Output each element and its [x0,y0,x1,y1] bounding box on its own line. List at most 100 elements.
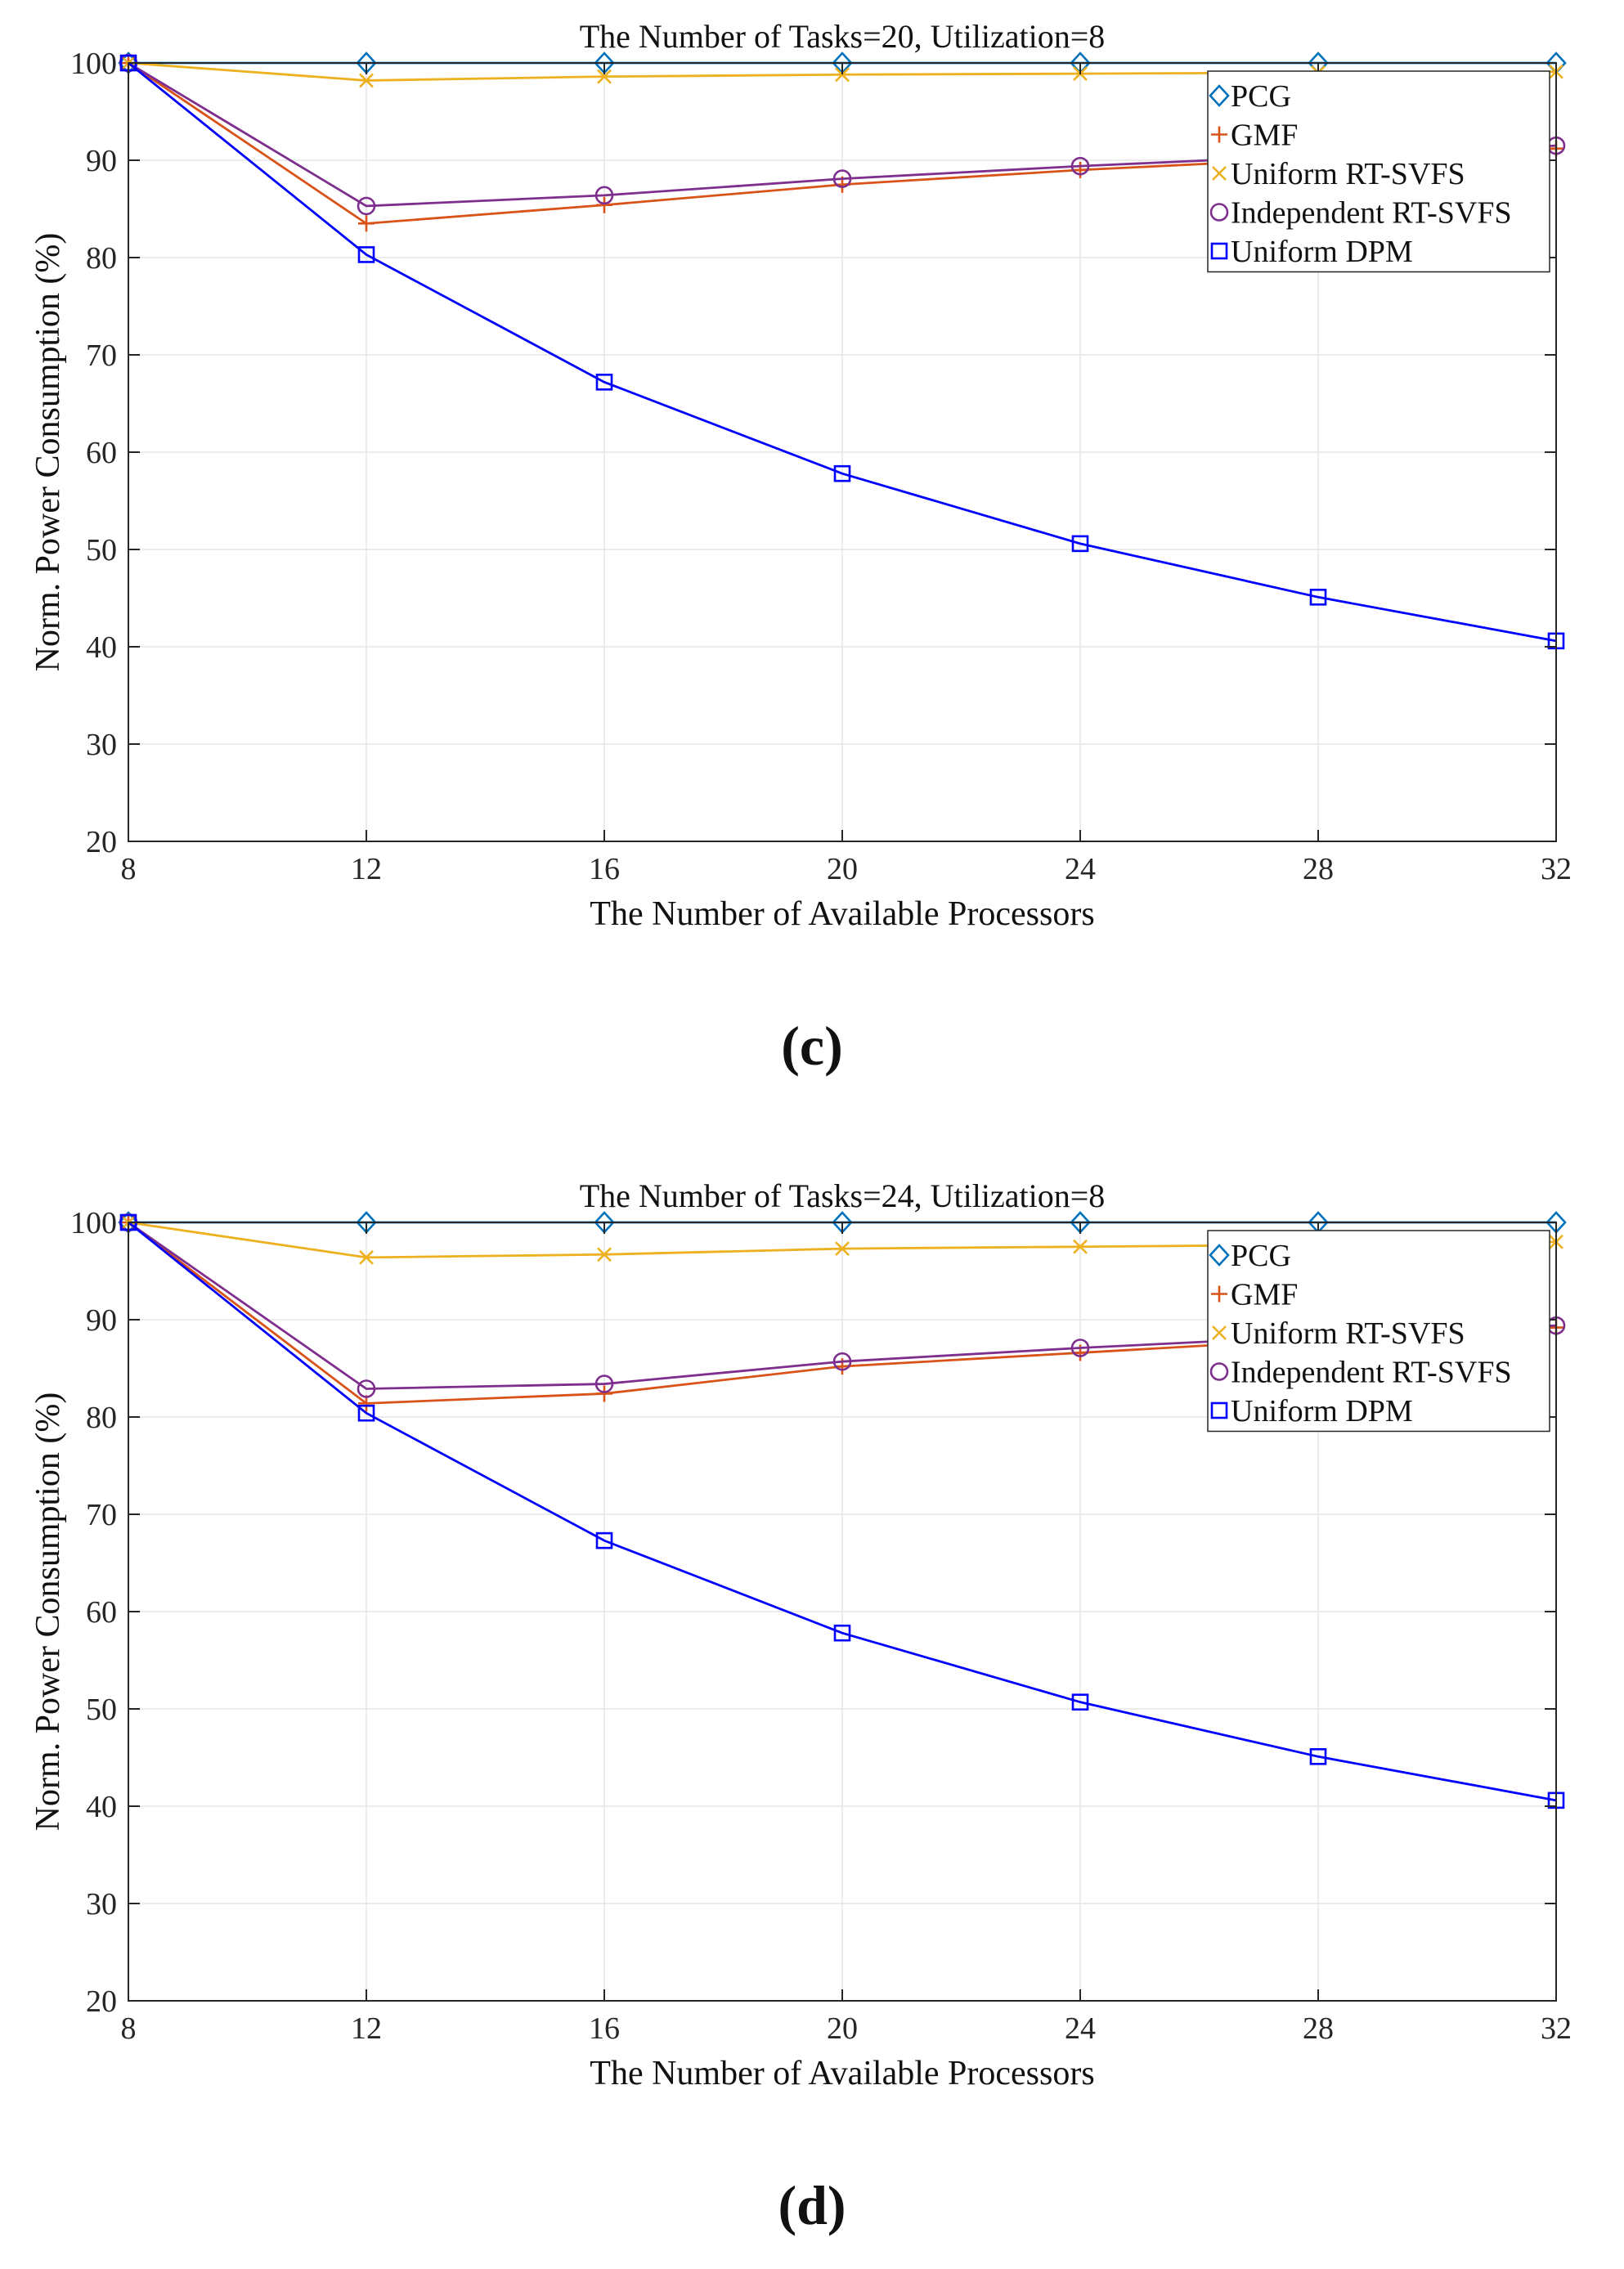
x-axis-label: The Number of Available Processors [590,2055,1094,2092]
data-point-gmf [1072,161,1088,178]
y-axis-label: Norm. Power Consumption (%) [29,1392,67,1832]
data-point-independent-rt-svfs [357,1379,376,1398]
chart-panel-c: 8 12 16 20 24 28 32 20 30 40 50 60 70 80 90 100 The Numb… [29,18,1572,1077]
legend-label-gmf: GMF [1231,119,1298,153]
legend-label-pcg: PCG [1231,1239,1291,1273]
y-tick-label: 100 [70,47,117,81]
legend-marker-gmf [1211,1285,1227,1303]
line-chart-d: 8 12 16 20 24 28 32 20 30 40 50 60 70 80 90 100 The Numb… [29,1177,1572,2092]
y-tick-label: 60 [86,1595,117,1630]
legend-marker-pcg [1209,84,1230,107]
x-tick-label: 8 [121,2011,137,2046]
legend-marker-gmf [1211,126,1227,143]
legend-marker-pcg [1209,1244,1230,1267]
legend-label-pcg: PCG [1231,79,1291,114]
y-tick-label: 50 [86,533,117,567]
y-tick-label: 20 [86,825,117,859]
y-tick-label: 90 [86,144,117,178]
data-point-uniform-dpm [357,246,375,263]
data-point-uniform-rt-svfs [1073,1239,1088,1254]
data-point-independent-rt-svfs [357,196,376,216]
legend-label-independent-rt-svfs: Independent RT-SVFS [1231,196,1512,231]
data-point-uniform-rt-svfs [597,69,612,84]
x-tick-label: 32 [1541,852,1572,886]
y-axis-label: Norm. Power Consumption (%) [29,233,67,672]
data-point-uniform-dpm [595,374,613,391]
line-chart-c: 8 12 16 20 24 28 32 20 30 40 50 60 70 80 90 100 The Numb… [29,18,1572,933]
data-point-uniform-rt-svfs [359,73,374,88]
data-point-independent-rt-svfs [832,1352,852,1371]
x-tick-label: 24 [1065,852,1096,886]
x-tick-label: 12 [351,2011,382,2046]
chart-title: The Number of Tasks=20, Utilization=8 [580,18,1106,55]
y-tick-label: 100 [70,1206,117,1240]
data-point-uniform-dpm [1309,589,1327,606]
x-tick-label: 28 [1303,2011,1334,2046]
data-point-uniform-rt-svfs [359,1249,374,1265]
legend-box [1207,70,1550,273]
data-point-uniform-rt-svfs [597,1247,612,1262]
axis-ticks: 8 12 16 20 24 28 32 20 30 40 50 60 70 80 90 100 [70,1206,1572,2046]
data-point-uniform-dpm [357,1404,375,1422]
series-line-uniform-dpm [128,1221,1557,1802]
legend-label-uniform-rt-svfs: Uniform RT-SVFS [1231,1316,1465,1351]
data-point-gmf [358,215,375,232]
x-axis-label: The Number of Available Processors [590,895,1094,933]
legend: PCG GMF Uniform RT-SVFS Independent RT-SVFS… [1207,1230,1550,1433]
y-tick-label: 60 [86,436,117,470]
chart-title: The Number of Tasks=24, Utilization=8 [580,1177,1106,1214]
axis-ticks: 8 12 16 20 24 28 32 20 30 40 50 60 70 80 90 100 [70,47,1572,886]
data-point-uniform-dpm [1071,1693,1089,1711]
x-tick-label: 32 [1541,2011,1572,2046]
y-tick-label: 40 [86,630,117,665]
y-tick-label: 30 [86,1887,117,1921]
y-tick-label: 80 [86,1401,117,1435]
y-tick-label: 70 [86,1498,117,1532]
series-line-uniform-dpm [128,61,1557,643]
legend-marker-uniform-rt-svfs [1212,166,1227,181]
data-point-uniform-dpm [833,1624,851,1642]
x-tick-label: 16 [589,852,620,886]
legend-marker-independent-rt-svfs [1209,203,1229,222]
data-point-uniform-rt-svfs [835,1241,850,1257]
data-point-gmf [596,1385,612,1402]
legend-label-uniform-dpm: Uniform DPM [1231,235,1413,269]
legend-label-uniform-dpm: Uniform DPM [1231,1394,1413,1428]
y-tick-label: 70 [86,339,117,373]
data-point-uniform-rt-svfs [835,67,850,83]
legend-label-independent-rt-svfs: Independent RT-SVFS [1231,1356,1512,1390]
data-point-independent-rt-svfs [1070,1339,1090,1357]
y-tick-label: 50 [86,1693,117,1727]
data-point-gmf [596,196,612,213]
data-point-independent-rt-svfs [594,186,614,205]
chart-panel-d: 8 12 16 20 24 28 32 20 30 40 50 60 70 80 90 100 The Numb… [0,1159,1624,2269]
data-point-independent-rt-svfs [1070,156,1090,176]
legend-box [1207,1230,1550,1433]
x-tick-label: 24 [1065,2011,1096,2046]
legend-marker-uniform-dpm [1210,242,1228,260]
panel-caption-d: (d) [778,2174,846,2236]
x-tick-label: 8 [121,852,137,886]
legend-label-gmf: GMF [1231,1278,1298,1312]
x-tick-label: 20 [827,2011,858,2046]
data-point-uniform-dpm [833,464,851,482]
x-tick-label: 28 [1303,852,1334,886]
y-tick-label: 40 [86,1790,117,1824]
x-tick-label: 16 [589,2011,620,2046]
y-tick-label: 90 [86,1303,117,1338]
data-point-independent-rt-svfs [832,169,852,188]
legend-marker-independent-rt-svfs [1209,1362,1229,1381]
panel-caption-c: (c) [781,1015,843,1077]
x-tick-label: 20 [827,852,858,886]
x-tick-label: 12 [351,852,382,886]
data-point-independent-rt-svfs [594,1374,614,1393]
data-point-uniform-dpm [1309,1748,1327,1765]
y-tick-label: 20 [86,1984,117,2019]
data-point-uniform-dpm [1071,535,1089,553]
legend-marker-uniform-rt-svfs [1212,1325,1227,1340]
y-tick-label: 30 [86,728,117,762]
data-point-uniform-dpm [595,1531,613,1549]
legend-label-uniform-rt-svfs: Uniform RT-SVFS [1231,157,1465,191]
y-tick-label: 80 [86,241,117,276]
legend: PCG GMF Uniform RT-SVFS Independent RT-SVFS… [1207,70,1550,273]
